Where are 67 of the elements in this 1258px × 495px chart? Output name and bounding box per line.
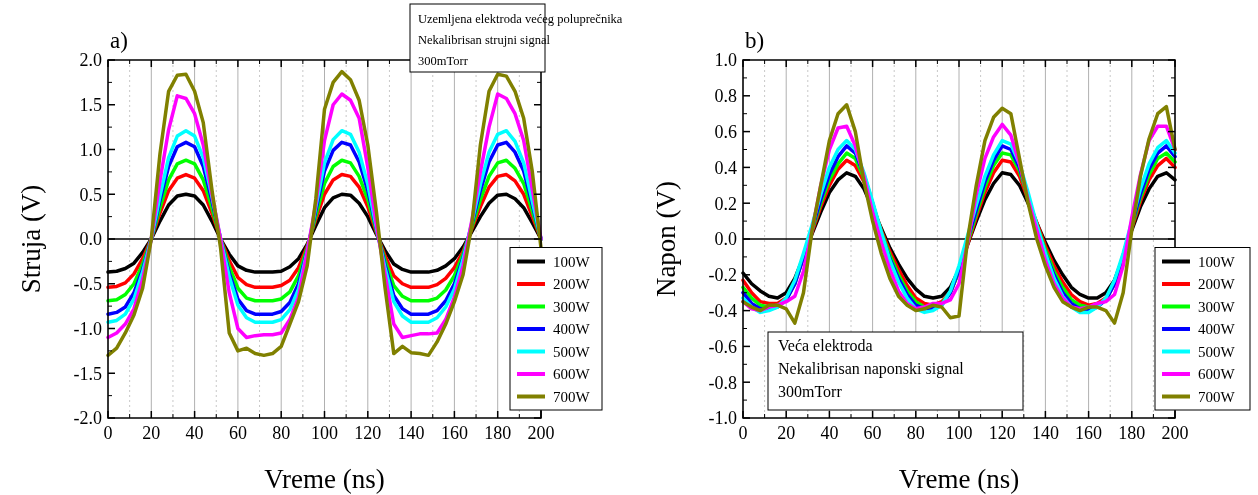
y-tick-label: -0.6 bbox=[708, 336, 737, 357]
y-tick-label: 1.0 bbox=[79, 139, 102, 160]
legend-label: 700W bbox=[1198, 388, 1236, 405]
y-tick-label: -0.5 bbox=[73, 274, 102, 295]
x-tick-label: 160 bbox=[1075, 423, 1103, 443]
legend-label: 400W bbox=[1198, 321, 1236, 338]
annotation: 300mTorr bbox=[778, 383, 843, 400]
y-tick-label: 0.2 bbox=[714, 193, 737, 214]
legend-label: 400W bbox=[553, 321, 591, 338]
x-tick-label: 140 bbox=[397, 423, 425, 443]
legend-label: 200W bbox=[553, 276, 591, 293]
chart-title: a) bbox=[110, 28, 128, 53]
annotation: Veća elektroda bbox=[778, 337, 873, 354]
x-tick-label: 120 bbox=[988, 423, 1016, 443]
y-tick-label: 0.0 bbox=[714, 229, 737, 250]
x-tick-label: 60 bbox=[863, 423, 882, 443]
y-axis-title: Struja (V) bbox=[16, 184, 46, 294]
x-tick-label: 140 bbox=[1031, 423, 1059, 443]
legend-label: 100W bbox=[553, 253, 591, 270]
y-tick-label: 0.0 bbox=[79, 229, 102, 250]
x-tick-label: 200 bbox=[527, 423, 555, 443]
x-tick-label: 80 bbox=[272, 423, 291, 443]
y-tick-label: -1.0 bbox=[708, 408, 737, 429]
x-tick-label: 200 bbox=[1161, 423, 1189, 443]
legend-label: 300W bbox=[1198, 298, 1236, 315]
annotation: Nekalibrisan naponski signal bbox=[778, 360, 965, 378]
legend-label: 600W bbox=[1198, 366, 1236, 383]
y-tick-label: 0.5 bbox=[79, 184, 102, 205]
y-tick-label: -0.8 bbox=[708, 372, 737, 393]
x-tick-label: 0 bbox=[738, 423, 748, 443]
x-tick-label: 100 bbox=[945, 423, 973, 443]
legend-label: 700W bbox=[553, 388, 591, 405]
y-tick-label: 0.6 bbox=[714, 121, 737, 142]
y-tick-label: 0.8 bbox=[714, 86, 737, 107]
x-tick-label: 40 bbox=[820, 423, 839, 443]
x-tick-label: 180 bbox=[484, 423, 512, 443]
x-tick-label: 180 bbox=[1118, 423, 1146, 443]
y-tick-label: -0.2 bbox=[708, 265, 737, 286]
legend-label: 600W bbox=[553, 366, 591, 383]
x-tick-label: 60 bbox=[228, 423, 247, 443]
x-axis-title: Vreme (ns) bbox=[898, 464, 1020, 494]
x-tick-label: 120 bbox=[354, 423, 382, 443]
y-tick-label: -1.5 bbox=[73, 363, 102, 384]
y-tick-label: -0.4 bbox=[708, 300, 737, 321]
x-tick-label: 40 bbox=[185, 423, 204, 443]
chart-title: b) bbox=[745, 28, 765, 53]
x-tick-label: 100 bbox=[311, 423, 338, 443]
legend-label: 100W bbox=[1198, 253, 1236, 270]
y-tick-label: 1.0 bbox=[714, 50, 737, 71]
legend-label: 500W bbox=[1198, 343, 1236, 360]
x-tick-label: 0 bbox=[103, 423, 113, 443]
y-axis-title: Napon (V) bbox=[651, 180, 681, 298]
x-tick-label: 160 bbox=[440, 423, 468, 443]
y-tick-label: 2.0 bbox=[79, 50, 102, 71]
y-tick-label: 1.5 bbox=[79, 95, 102, 116]
x-axis-title: Vreme (ns) bbox=[264, 464, 385, 494]
text-box: Veća elektroda Nekalibrisan naponski signal 300mTorr bbox=[767, 331, 1024, 411]
x-tick-label: 80 bbox=[906, 423, 925, 443]
y-tick-label: 0.4 bbox=[714, 157, 737, 178]
annotation: 300mTorr bbox=[418, 54, 469, 68]
legend-label: 300W bbox=[553, 298, 591, 315]
x-tick-label: 20 bbox=[777, 423, 796, 443]
legend-label: 500W bbox=[553, 343, 591, 360]
y-tick-label: -1.0 bbox=[73, 318, 102, 339]
legend-label: 200W bbox=[1198, 276, 1236, 293]
x-tick-label: 20 bbox=[142, 423, 161, 443]
y-tick-label: -2.0 bbox=[73, 408, 102, 429]
